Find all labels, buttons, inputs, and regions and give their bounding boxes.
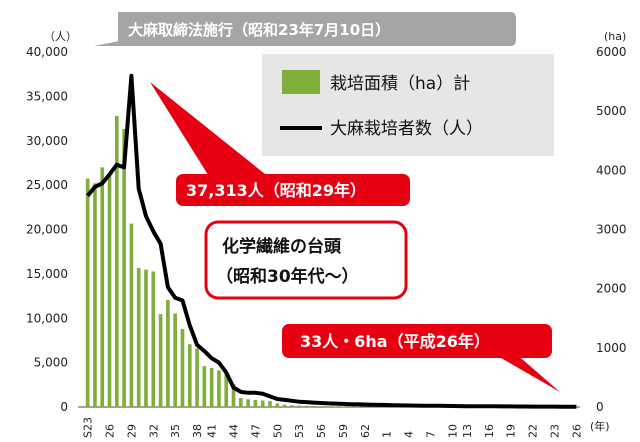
area-bar	[239, 398, 243, 407]
latest-callout: 33人・6ha（平成26年）	[282, 324, 560, 392]
area-bar	[129, 223, 134, 407]
area-bar	[326, 406, 331, 407]
area-bar	[231, 383, 236, 407]
area-bar	[268, 401, 272, 407]
x-axis-tick-label: 53	[293, 424, 306, 438]
x-axis-unit: (年)	[590, 419, 610, 433]
x-axis-tick-label: 50	[271, 424, 284, 438]
area-bar	[304, 405, 309, 407]
right-axis-tick-label: 3000	[596, 223, 627, 237]
area-bar	[136, 267, 141, 407]
right-axis-unit: (ha)	[604, 30, 626, 43]
x-axis-tick-label: S23	[82, 417, 95, 438]
x-axis-tick-label: 22	[527, 424, 540, 438]
peak-callout: 37,313人（昭和29年）	[150, 82, 410, 206]
legend-bar-swatch	[282, 70, 320, 94]
synthetic-fiber-line-1: 化学繊維の台頭	[222, 236, 342, 257]
left-axis-tick-label: 35,000	[26, 89, 68, 103]
area-bar	[195, 348, 199, 407]
x-axis-tick-label: 38	[191, 424, 204, 438]
area-bar	[115, 115, 119, 408]
x-axis-tick-label: 35	[169, 424, 182, 438]
area-bar	[122, 128, 126, 407]
x-axis-tick-label: 4	[403, 431, 416, 438]
x-axis-tick-label: 13	[461, 424, 474, 438]
left-axis-tick-label: 30,000	[26, 134, 68, 148]
x-axis-tick-label: 26	[570, 424, 583, 438]
right-axis-ticks: 0 1000 2000 3000 4000 5000 6000	[596, 45, 627, 414]
legend-line-label: 大麻栽培者数（人）	[330, 119, 483, 139]
area-bar	[341, 406, 345, 407]
x-axis-tick-label: 44	[228, 424, 241, 438]
left-axis-tick-label: 15,000	[26, 267, 68, 281]
area-bar	[166, 299, 170, 407]
area-bar	[151, 271, 156, 407]
left-axis-unit: （人）	[44, 30, 77, 43]
right-axis-tick-label: 0	[596, 400, 604, 414]
right-axis-tick-label: 5000	[596, 104, 627, 118]
left-axis-tick-label: 40,000	[26, 45, 68, 59]
area-bar	[209, 367, 214, 407]
area-bar	[246, 399, 250, 407]
x-axis-tick-label: 10	[446, 424, 459, 438]
x-axis-tick-label: 26	[104, 424, 117, 438]
area-bar	[100, 167, 105, 407]
area-bar	[253, 399, 258, 407]
latest-callout-text: 33人・6ha（平成26年）	[300, 332, 490, 351]
area-bar	[311, 405, 316, 407]
x-axis-ticks: S23 26 29 32 35 38 41 44 47 50 53 56 59 62 1 4 7 10 13 16 19…	[82, 417, 584, 438]
area-bar	[319, 406, 323, 407]
x-axis-tick-label: 1	[381, 431, 394, 438]
growers-line-layer	[86, 73, 577, 409]
left-axis-ticks: 0 5,000 10,000 15,000 20,000 25,000 30,000 35,0…	[26, 45, 68, 414]
left-axis-tick-label: 20,000	[26, 223, 68, 237]
peak-callout-text: 37,313人（昭和29年）	[186, 181, 366, 200]
growers-line	[86, 73, 577, 409]
left-axis-tick-label: 10,000	[26, 311, 68, 325]
area-bar	[202, 366, 207, 407]
x-axis-tick-label: 32	[147, 424, 160, 438]
x-axis-tick-label: 41	[206, 424, 219, 438]
area-bar	[187, 344, 192, 407]
area-bar	[93, 183, 97, 407]
area-bar	[217, 370, 221, 407]
area-bar	[224, 372, 229, 407]
right-axis-tick-label: 2000	[596, 282, 627, 296]
area-bar	[275, 403, 280, 407]
x-axis-tick-label: 29	[125, 424, 138, 438]
x-axis-tick-label: 59	[337, 424, 350, 438]
left-axis-tick-label: 0	[60, 400, 68, 414]
legend-bar-label: 栽培面積（ha）計	[330, 74, 470, 94]
area-bar	[297, 405, 301, 407]
area-bar	[290, 405, 294, 407]
right-axis-tick-label: 6000	[596, 45, 627, 59]
area-bar	[107, 176, 112, 407]
area-bar	[180, 328, 185, 407]
area-bars	[85, 115, 579, 408]
x-axis-tick-label: 7	[424, 431, 437, 438]
synthetic-fiber-line-2: （昭和30年代～）	[216, 266, 359, 287]
synthetic-fiber-note: 化学繊維の台頭 （昭和30年代～）	[204, 220, 408, 300]
legend: 栽培面積（ha）計 大麻栽培者数（人）	[262, 54, 554, 156]
x-axis-tick-label: 47	[249, 424, 262, 438]
x-axis-tick-label: 56	[315, 424, 328, 438]
right-axis-tick-label: 1000	[596, 341, 627, 355]
left-axis-tick-label: 25,000	[26, 178, 68, 192]
x-axis-tick-label: 23	[548, 424, 561, 438]
area-bar	[144, 269, 148, 407]
x-axis-tick-label: 62	[359, 424, 372, 438]
area-bar	[333, 406, 338, 407]
right-axis-tick-label: 4000	[596, 163, 627, 177]
area-bar	[158, 314, 163, 407]
law-banner: 大麻取締法施行（昭和23年7月10日）	[94, 12, 516, 46]
left-axis-tick-label: 5,000	[34, 356, 68, 370]
area-bar	[173, 313, 177, 407]
x-axis-tick-label: 19	[505, 424, 518, 438]
area-bar	[260, 400, 265, 407]
area-bar	[282, 404, 287, 407]
law-banner-text: 大麻取締法施行（昭和23年7月10日）	[128, 21, 390, 39]
area-bar	[85, 178, 90, 407]
x-axis-tick-label: 16	[483, 424, 496, 438]
